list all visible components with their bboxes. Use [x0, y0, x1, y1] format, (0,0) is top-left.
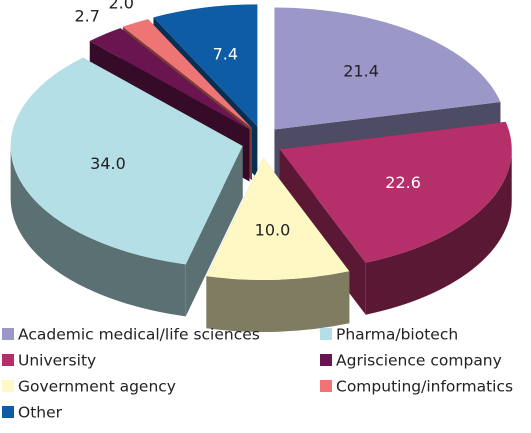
data-label: 2.0: [108, 0, 133, 13]
slice-top: [89, 28, 250, 130]
slice-top: [206, 157, 350, 280]
legend-label: Pharma/biotech: [336, 326, 458, 344]
legend-label: Academic medical/life sciences: [18, 326, 260, 344]
legend-label: University: [18, 352, 96, 370]
legend-swatch: [2, 380, 14, 392]
slice-side: [365, 149, 512, 315]
slice-side: [10, 146, 186, 317]
legend-label: Agriscience company: [336, 352, 502, 370]
slice-top: [10, 57, 243, 265]
legend-swatch: [2, 406, 14, 418]
slice: [206, 157, 350, 332]
legend-swatch: [320, 354, 332, 366]
data-label: 2.7: [74, 6, 99, 25]
legend-swatch: [320, 380, 332, 392]
data-label: 34.0: [90, 154, 126, 173]
legend-swatch: [2, 354, 14, 366]
slice-top: [274, 7, 501, 130]
slice: [10, 57, 243, 317]
data-label: 21.4: [343, 62, 379, 81]
legend-swatch: [320, 328, 332, 340]
legend-label: Other: [18, 404, 63, 422]
slice-top: [122, 19, 252, 129]
slice-top: [153, 4, 258, 127]
data-label: 22.6: [385, 173, 421, 192]
data-label: 10.0: [255, 221, 291, 240]
legend-swatch: [2, 328, 14, 340]
legend-label: Computing/informatics: [336, 378, 513, 396]
slice-top: [279, 121, 512, 263]
data-label: 7.4: [213, 45, 238, 64]
legend-label: Government agency: [18, 378, 176, 396]
slice-side: [206, 271, 350, 332]
